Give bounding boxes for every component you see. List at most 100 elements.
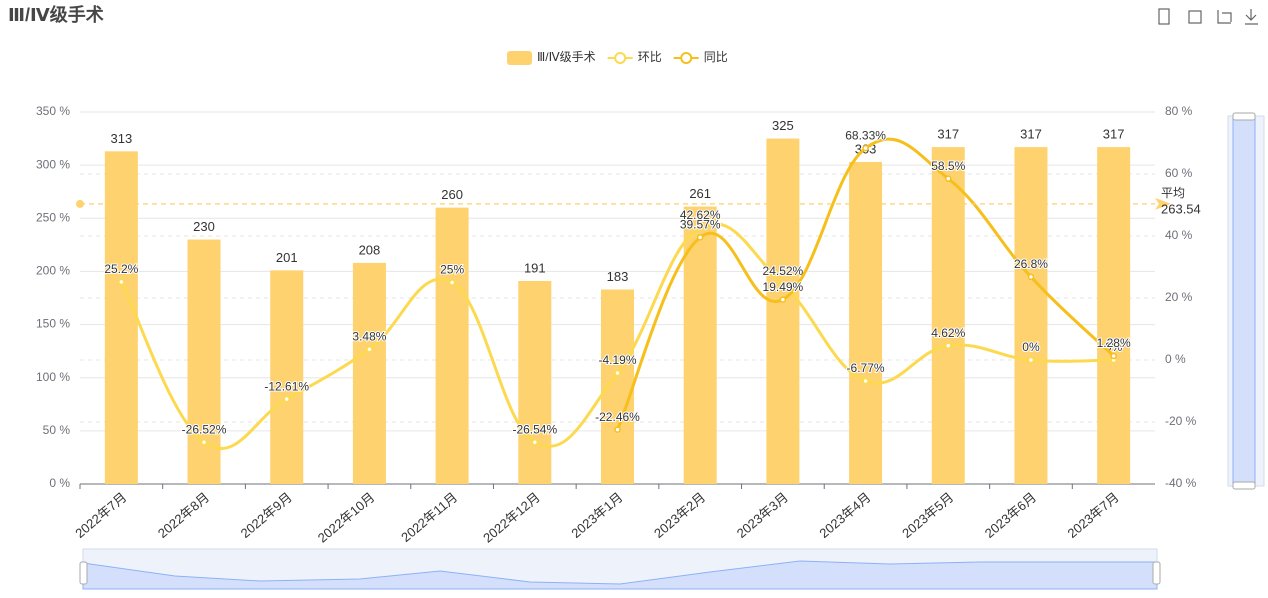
- y2-tick-label: -40 %: [1165, 476, 1197, 490]
- tool-data-view[interactable]: [1158, 8, 1170, 25]
- slider-handle[interactable]: [79, 561, 88, 585]
- tool-restore[interactable]: [1217, 10, 1232, 24]
- point: [531, 439, 539, 446]
- slider-preview: [1232, 115, 1256, 487]
- y-tick-label: 200 %: [36, 264, 70, 278]
- bar-label: 191: [524, 260, 546, 275]
- bar-label: 260: [441, 187, 463, 202]
- y-tick-label: 150 %: [36, 317, 70, 331]
- bar: [849, 161, 883, 484]
- bar: [766, 138, 800, 485]
- y2-tick-label: 0 %: [1165, 352, 1186, 366]
- y2-tick-label: 80 %: [1165, 104, 1193, 118]
- bar-label: 201: [276, 250, 298, 265]
- y-tick-label: 100 %: [36, 370, 70, 384]
- legend-swatch[interactable]: [507, 51, 532, 65]
- point: [283, 395, 290, 403]
- slider-handle[interactable]: [1152, 561, 1161, 585]
- point-label: -26.52%: [182, 422, 227, 436]
- average-arrow: [1155, 197, 1171, 210]
- bar-label: 317: [937, 127, 959, 142]
- x-tick-label: 2022年12月: [480, 489, 543, 545]
- point-label: 68.33%: [845, 128, 886, 142]
- bar: [1097, 147, 1131, 484]
- y-tick-label: 250 %: [36, 210, 70, 224]
- point: [1027, 356, 1035, 364]
- point: [118, 278, 125, 286]
- point: [945, 175, 952, 182]
- average-value: 263.54: [1161, 201, 1201, 216]
- x-slider[interactable]: [79, 548, 1161, 590]
- toolbox[interactable]: [1158, 8, 1258, 25]
- x-tick-label: 2022年7月: [72, 489, 129, 540]
- bar: [104, 151, 138, 484]
- tool-save[interactable]: [1245, 9, 1258, 25]
- point-label: -6.77%: [847, 361, 885, 375]
- bar: [518, 280, 552, 484]
- bar-label: 313: [110, 131, 132, 146]
- bar-label: 208: [359, 242, 381, 257]
- line: [616, 137, 1115, 431]
- point: [862, 377, 869, 385]
- point: [448, 279, 456, 286]
- bar-label: 317: [1020, 127, 1042, 142]
- bar: [1014, 147, 1048, 484]
- bar: [931, 147, 965, 484]
- point-label: -22.46%: [595, 410, 640, 424]
- x-tick-label: 2022年8月: [155, 489, 212, 540]
- legend-label[interactable]: 同比: [704, 50, 728, 64]
- point-label: -12.61%: [264, 379, 309, 393]
- point: [779, 280, 787, 288]
- point: [614, 426, 621, 433]
- x-tick-label: 2022年10月: [315, 489, 378, 545]
- point: [696, 224, 704, 232]
- point-label: 25.2%: [104, 262, 138, 276]
- y2-tick-label: 20 %: [1165, 290, 1193, 304]
- y2-tick-label: 40 %: [1165, 228, 1193, 242]
- legend-swatch: [680, 52, 693, 64]
- point: [1027, 273, 1035, 281]
- slider-handle[interactable]: [1232, 112, 1256, 121]
- point-label: 24.52%: [763, 264, 804, 278]
- legend-label[interactable]: 环比: [638, 50, 662, 64]
- slider-handle[interactable]: [1232, 481, 1256, 490]
- x-tick-label: 2023年2月: [651, 489, 708, 540]
- point-label: 26.8%: [1014, 257, 1048, 271]
- point: [779, 296, 787, 303]
- point-label: -26.54%: [512, 422, 557, 436]
- bar-label: 325: [772, 118, 794, 133]
- point-label: 3.48%: [352, 329, 386, 343]
- point: [945, 342, 952, 349]
- bar-label: 230: [193, 219, 215, 234]
- bar: [270, 270, 304, 484]
- point: [696, 234, 704, 241]
- legend-label[interactable]: Ⅲ/Ⅳ级手术: [537, 50, 596, 64]
- y2-tick-label: 60 %: [1165, 166, 1193, 180]
- x-tick-label: 2023年3月: [734, 489, 791, 540]
- average-start: [76, 199, 84, 208]
- bar: [683, 206, 717, 484]
- y-tick-label: 300 %: [36, 157, 70, 171]
- y-slider[interactable]: [1227, 112, 1265, 490]
- x-tick-label: 2022年11月: [398, 489, 460, 544]
- x-tick-label: 2023年7月: [1065, 489, 1122, 540]
- point-label: 25%: [440, 263, 464, 277]
- x-tick-label: 2023年5月: [899, 489, 956, 540]
- point-label: 19.49%: [763, 280, 804, 294]
- point-label: -4.19%: [598, 353, 636, 367]
- x-tick-label: 2023年1月: [568, 489, 625, 540]
- point-label: 42.62%: [680, 208, 721, 222]
- point-label: 4.62%: [931, 326, 965, 340]
- chart-title: Ⅲ/Ⅳ级手术: [8, 4, 104, 25]
- point-label: 58.5%: [931, 159, 965, 173]
- bar: [435, 207, 469, 484]
- line: [120, 222, 1114, 450]
- tool-zoom[interactable]: [1188, 10, 1202, 24]
- point-label: 0%: [1022, 340, 1040, 354]
- bar-label: 183: [607, 269, 629, 284]
- bar-label: 317: [1103, 127, 1125, 142]
- point: [1110, 352, 1117, 360]
- y-tick-label: 50 %: [43, 423, 71, 437]
- point: [366, 345, 373, 353]
